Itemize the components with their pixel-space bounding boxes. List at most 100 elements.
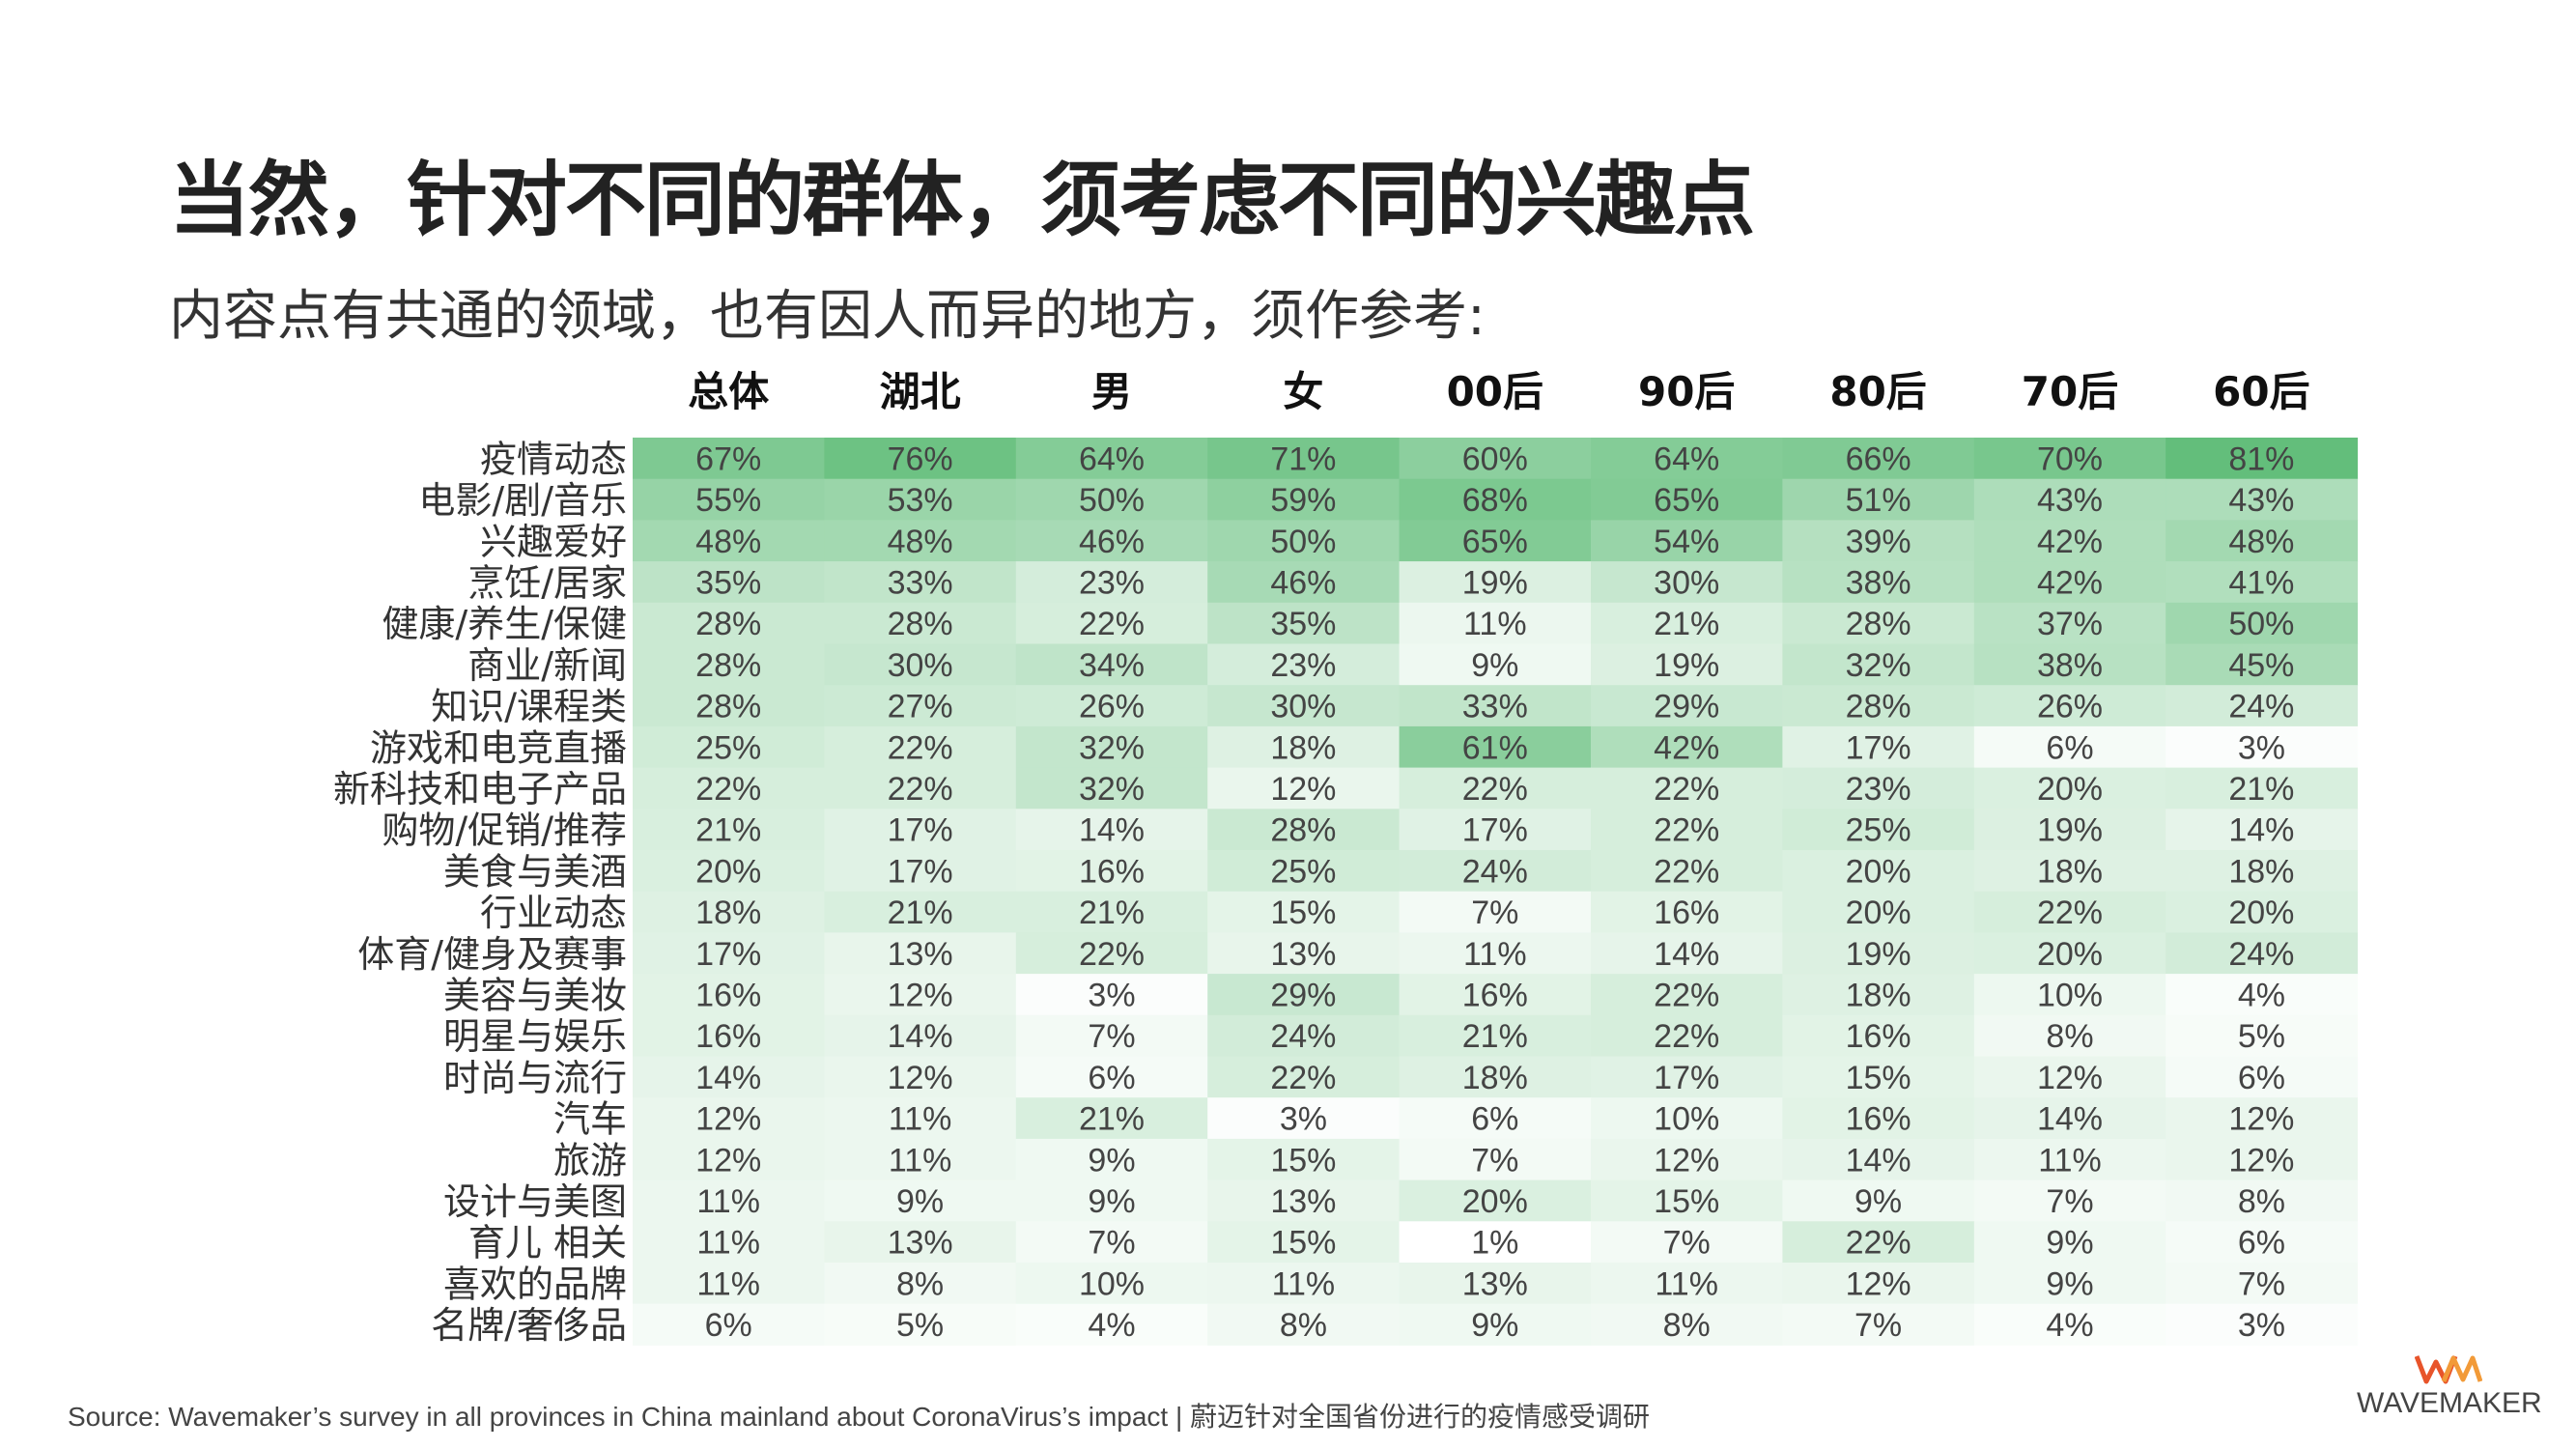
heat-cell-6-3 [1207, 685, 1401, 727]
cell-value-19-0: 11% [696, 1225, 760, 1262]
heat-cell-7-1 [824, 725, 1017, 769]
heat-cell-8-0 [633, 767, 825, 810]
cell-value-20-5: 11% [1655, 1265, 1718, 1302]
heat-cell-12-0 [633, 932, 825, 975]
cell-value-6-5: 29% [1654, 689, 1719, 725]
cell-value-4-8: 50% [2228, 606, 2294, 642]
heat-cell-8-3 [1207, 767, 1401, 810]
heat-cell-10-3 [1207, 850, 1401, 893]
cell-value-16-0: 12% [695, 1101, 761, 1138]
heat-cell-20-4 [1399, 1263, 1592, 1305]
row-label-12: 体育/健身及赛事 [357, 933, 627, 976]
heat-cell-12-7 [1973, 932, 2166, 975]
cell-value-18-1: 9% [896, 1183, 944, 1220]
heat-cell-13-7 [1973, 974, 2166, 1016]
cell-value-4-5: 21% [1654, 606, 1719, 642]
cell-value-2-1: 48% [888, 524, 953, 560]
heat-cell-12-3 [1207, 932, 1401, 975]
cell-value-15-5: 17% [1654, 1060, 1719, 1096]
cell-value-1-8: 43% [2228, 482, 2294, 519]
cell-value-17-1: 11% [889, 1142, 952, 1179]
heat-cell-8-2 [1015, 767, 1208, 810]
heat-cell-15-8 [2166, 1056, 2359, 1098]
heat-cell-4-1 [824, 602, 1017, 644]
heat-cell-6-5 [1591, 685, 1783, 727]
cell-value-18-0: 11% [696, 1183, 760, 1220]
heat-cell-5-6 [1782, 643, 1975, 686]
heat-cell-19-5 [1591, 1221, 1783, 1264]
cell-value-17-8: 12% [2228, 1142, 2294, 1179]
cell-value-0-2: 64% [1079, 440, 1145, 477]
heat-cell-13-5 [1591, 974, 1783, 1016]
row-label-7: 游戏和电竞直播 [370, 726, 627, 769]
heat-cell-9-8 [2166, 809, 2359, 851]
row-label-0: 疫情动态 [480, 438, 627, 480]
heat-cell-18-4 [1399, 1179, 1592, 1222]
cell-value-2-5: 54% [1654, 524, 1719, 560]
row-label-8: 新科技和电子产品 [333, 768, 627, 810]
cell-value-8-7: 20% [2037, 771, 2103, 808]
heat-cell-11-8 [2166, 891, 2359, 933]
heat-cell-18-2 [1015, 1179, 1208, 1222]
heat-cell-7-7 [1973, 725, 2166, 769]
cell-value-11-0: 18% [695, 895, 761, 931]
cell-value-11-7: 22% [2037, 895, 2103, 931]
cell-value-3-7: 42% [2037, 564, 2103, 601]
row-label-21: 名牌/奢侈品 [431, 1304, 627, 1347]
cell-value-15-8: 6% [2238, 1060, 2285, 1096]
cell-value-13-5: 22% [1654, 977, 1719, 1013]
column-header-1: 湖北 [880, 368, 961, 415]
heat-cell-10-7 [1973, 850, 2166, 893]
cell-value-3-8: 41% [2228, 564, 2294, 601]
cell-value-2-8: 48% [2228, 524, 2294, 560]
heat-cell-18-3 [1207, 1179, 1401, 1222]
heat-cell-9-2 [1015, 809, 1208, 851]
cell-value-1-3: 59% [1270, 482, 1336, 519]
cell-value-14-1: 14% [888, 1018, 953, 1055]
cell-value-1-6: 51% [1846, 482, 1911, 519]
page-title: 当然，针对不同的群体，须考虑不同的兴趣点 [169, 153, 1755, 247]
heat-cell-12-1 [824, 932, 1017, 975]
cell-value-12-4: 11% [1463, 936, 1527, 973]
cell-value-14-4: 21% [1462, 1018, 1528, 1055]
cell-value-0-3: 71% [1270, 440, 1336, 477]
cell-value-16-8: 12% [2228, 1101, 2294, 1138]
heat-cell-21-7 [1973, 1303, 2166, 1346]
cell-value-18-8: 8% [2238, 1183, 2285, 1220]
column-header-6: 80后 [1829, 368, 1926, 415]
cell-value-8-5: 22% [1654, 771, 1719, 808]
cell-value-5-2: 34% [1079, 647, 1145, 684]
heat-cell-8-5 [1591, 767, 1783, 810]
cell-value-5-7: 38% [2037, 647, 2103, 684]
cell-value-6-8: 24% [2228, 689, 2294, 725]
heat-cell-13-8 [2166, 974, 2359, 1016]
heat-cell-0-2 [1015, 438, 1208, 480]
cell-value-16-1: 11% [889, 1101, 952, 1138]
column-header-2: 男 [1091, 368, 1132, 415]
heat-cell-16-7 [1973, 1097, 2166, 1140]
cell-value-15-6: 15% [1846, 1060, 1911, 1096]
row-label-3: 烹饪/居家 [467, 561, 627, 604]
cell-value-3-2: 23% [1079, 564, 1145, 601]
heat-cell-21-2 [1015, 1303, 1208, 1346]
heat-cell-2-0 [633, 520, 825, 562]
heat-cell-3-4 [1399, 561, 1592, 604]
heat-cell-16-8 [2166, 1097, 2359, 1140]
heat-cell-9-7 [1973, 809, 2166, 851]
cell-value-9-7: 19% [2037, 812, 2103, 849]
heat-cell-14-1 [824, 1014, 1017, 1057]
heat-cell-13-2 [1015, 974, 1208, 1016]
cell-value-16-6: 16% [1846, 1101, 1911, 1138]
cell-value-10-6: 20% [1846, 853, 1911, 890]
cell-value-2-3: 50% [1270, 524, 1336, 560]
heat-cell-18-8 [2166, 1179, 2359, 1222]
heat-cell-20-2 [1015, 1263, 1208, 1305]
row-label-15: 时尚与流行 [443, 1057, 627, 1099]
cell-value-13-0: 16% [695, 977, 761, 1013]
heat-cell-14-8 [2166, 1014, 2359, 1057]
page-subtitle: 内容点有共通的领域，也有因人而异的地方，须作参考: [169, 285, 1486, 348]
cell-value-21-0: 6% [705, 1307, 752, 1344]
cell-value-6-2: 26% [1079, 689, 1145, 725]
heat-cell-13-6 [1782, 974, 1975, 1016]
cell-value-12-5: 14% [1654, 936, 1719, 973]
